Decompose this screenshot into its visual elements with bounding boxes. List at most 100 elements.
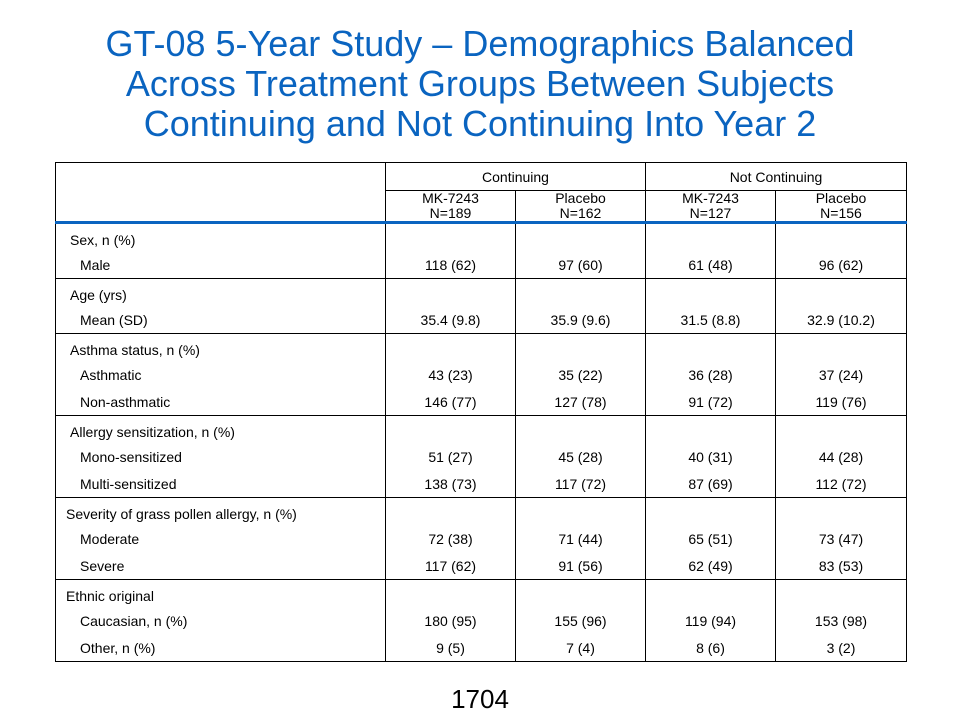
empty-cell	[515, 222, 646, 251]
table-cell: 3 (2)	[775, 634, 907, 662]
table-row: Non-asthmatic 146 (77) 127 (78) 91 (72) 119 …	[55, 388, 907, 416]
table-cell: 127 (78)	[515, 388, 646, 416]
table-cell: 91 (72)	[645, 388, 776, 416]
table-cell: 31.5 (8.8)	[645, 306, 776, 334]
slide-title: GT-08 5-Year Study – Demographics Balanc…	[20, 24, 940, 144]
section-header-row: Allergy sensitization, n (%)	[55, 415, 907, 443]
table-cell: 112 (72)	[775, 470, 907, 498]
empty-cell	[645, 497, 776, 525]
demographics-table: Continuing Not Continuing MK-7243 N=189 P…	[55, 162, 907, 662]
row-label: Asthmatic	[55, 361, 386, 388]
empty-cell	[775, 415, 907, 443]
empty-cell	[515, 579, 646, 607]
section-header-row: Ethnic original	[55, 579, 907, 607]
row-label: Mono-sensitized	[55, 443, 386, 470]
empty-cell	[515, 333, 646, 361]
title-line-1: GT-08 5-Year Study – Demographics Balanc…	[105, 23, 855, 64]
table-row: Multi-sensitized 138 (73) 117 (72) 87 (69) 1…	[55, 470, 907, 498]
row-label: Caucasian, n (%)	[55, 607, 386, 634]
title-line-3: Continuing and Not Continuing Into Year …	[143, 103, 817, 144]
column-n: N=127	[689, 205, 732, 221]
empty-cell	[645, 415, 776, 443]
table-cell: 61 (48)	[645, 251, 776, 279]
empty-cell	[645, 333, 776, 361]
table-cell: 32.9 (10.2)	[775, 306, 907, 334]
row-label: Non-asthmatic	[55, 388, 386, 416]
table-row: Mean (SD) 35.4 (9.8) 35.9 (9.6) 31.5 (8.8) 3…	[55, 306, 907, 334]
table-cell: 72 (38)	[385, 525, 516, 552]
table-row: Mono-sensitized 51 (27) 45 (28) 40 (31) 44 (…	[55, 443, 907, 470]
section-label: Asthma status, n (%)	[55, 333, 386, 361]
section-header-row: Age (yrs)	[55, 278, 907, 306]
empty-cell	[775, 222, 907, 251]
table-cell: 155 (96)	[515, 607, 646, 634]
empty-cell	[775, 278, 907, 306]
section-label: Sex, n (%)	[55, 222, 386, 251]
title-line-2: Across Treatment Groups Between Subjects	[125, 63, 835, 104]
table-cell: 51 (27)	[385, 443, 516, 470]
column-name: Placebo	[815, 190, 867, 206]
row-label: Moderate	[55, 525, 386, 552]
table-row: Male 118 (62) 97 (60) 61 (48) 96 (62)	[55, 251, 907, 279]
column-header: MK-7243 N=189	[385, 190, 516, 224]
table-cell: 146 (77)	[385, 388, 516, 416]
table-cell: 117 (62)	[385, 552, 516, 580]
section-header-row: Severity of grass pollen allergy, n (%)	[55, 497, 907, 525]
section-label: Severity of grass pollen allergy, n (%)	[55, 497, 386, 525]
row-label: Severe	[55, 552, 386, 580]
empty-cell	[775, 333, 907, 361]
table-cell: 87 (69)	[645, 470, 776, 498]
table-cell: 37 (24)	[775, 361, 907, 388]
empty-cell	[645, 222, 776, 251]
group-header-row: Continuing Not Continuing	[55, 162, 907, 224]
empty-cell	[775, 579, 907, 607]
table-cell: 83 (53)	[775, 552, 907, 580]
row-label: Multi-sensitized	[55, 470, 386, 498]
table-cell: 40 (31)	[645, 443, 776, 470]
section-label: Allergy sensitization, n (%)	[55, 415, 386, 443]
column-header: Placebo N=156	[775, 190, 907, 224]
section-label: Ethnic original	[55, 579, 386, 607]
table-cell: 71 (44)	[515, 525, 646, 552]
empty-cell	[385, 579, 516, 607]
column-header: MK-7243 N=127	[645, 190, 776, 224]
table-cell: 117 (72)	[515, 470, 646, 498]
table-cell: 35.4 (9.8)	[385, 306, 516, 334]
section-header-row: Asthma status, n (%)	[55, 333, 907, 361]
table-row: Asthmatic 43 (23) 35 (22) 36 (28) 37 (24)	[55, 361, 907, 388]
header-blank-cell	[55, 162, 386, 224]
table-cell: 35.9 (9.6)	[515, 306, 646, 334]
column-name: MK-7243	[682, 190, 739, 206]
column-header: Placebo N=162	[515, 190, 646, 224]
table-cell: 65 (51)	[645, 525, 776, 552]
table-cell: 44 (28)	[775, 443, 907, 470]
table-row: Other, n (%) 9 (5) 7 (4) 8 (6) 3 (2)	[55, 634, 907, 662]
group-header-continuing: Continuing	[385, 162, 646, 191]
empty-cell	[385, 333, 516, 361]
empty-cell	[775, 497, 907, 525]
table-cell: 9 (5)	[385, 634, 516, 662]
table-row: Moderate 72 (38) 71 (44) 65 (51) 73 (47)	[55, 525, 907, 552]
table-cell: 96 (62)	[775, 251, 907, 279]
empty-cell	[385, 497, 516, 525]
table-row: Caucasian, n (%) 180 (95) 155 (96) 119 (94)…	[55, 607, 907, 634]
table-cell: 73 (47)	[775, 525, 907, 552]
table-cell: 62 (49)	[645, 552, 776, 580]
table-cell: 8 (6)	[645, 634, 776, 662]
table-cell: 118 (62)	[385, 251, 516, 279]
column-n: N=189	[429, 205, 472, 221]
table-body: Sex, n (%) Male 118 (62) 97 (60) 61 (48) 96 (…	[55, 222, 907, 662]
table-cell: 119 (76)	[775, 388, 907, 416]
table-cell: 119 (94)	[645, 607, 776, 634]
table-cell: 36 (28)	[645, 361, 776, 388]
column-name: MK-7243	[422, 190, 479, 206]
column-name: Placebo	[555, 190, 606, 206]
column-n: N=156	[820, 205, 862, 221]
table-cell: 35 (22)	[515, 361, 646, 388]
table-cell: 45 (28)	[515, 443, 646, 470]
empty-cell	[645, 579, 776, 607]
empty-cell	[385, 278, 516, 306]
empty-cell	[515, 278, 646, 306]
row-label: Male	[55, 251, 386, 279]
table-cell: 180 (95)	[385, 607, 516, 634]
